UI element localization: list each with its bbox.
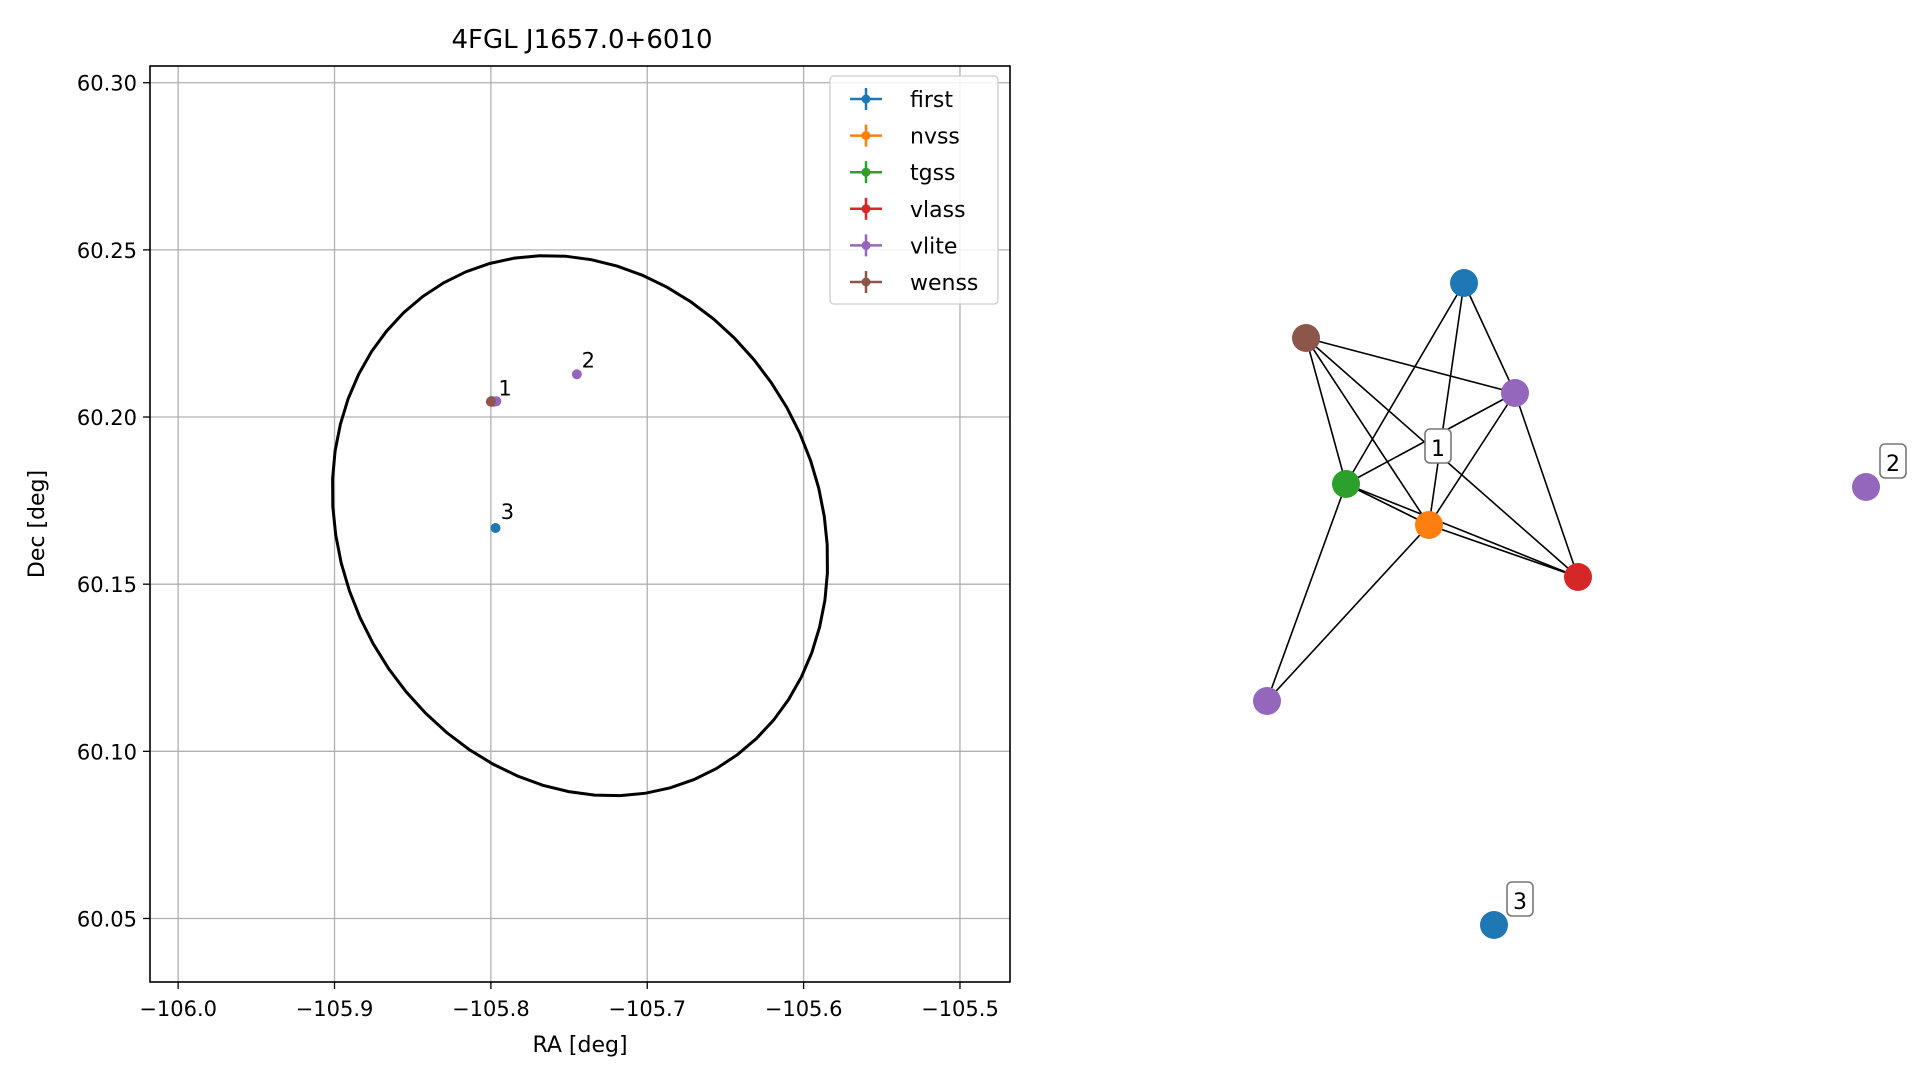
network-edge xyxy=(1305,337,1516,394)
y-tick-label: 60.10 xyxy=(77,740,137,764)
point-wenss xyxy=(485,396,496,407)
ellipse-outline xyxy=(331,254,829,798)
network-label: 1 xyxy=(1431,437,1445,462)
y-axis-label: Dec [deg] xyxy=(25,470,50,578)
network-edge xyxy=(1345,483,1579,578)
annotation-label: 2 xyxy=(582,349,595,373)
legend-box xyxy=(829,75,999,305)
network-panel: 1 2 3 xyxy=(1253,269,1907,939)
network-node-vlite xyxy=(1501,379,1529,407)
network-edge xyxy=(1345,483,1430,526)
network-edge xyxy=(1428,392,1516,526)
legend-label-first: first xyxy=(910,88,953,113)
network-node-tgss xyxy=(1332,470,1360,498)
legend-marker-dot-tgss xyxy=(861,167,871,177)
y-ticks: 60.05 60.10 60.15 60.20 60.25 60.30 xyxy=(77,72,150,931)
legend-label-nvss: nvss xyxy=(910,125,960,150)
network-label-box xyxy=(1424,428,1452,464)
x-tick-label: −105.6 xyxy=(765,997,843,1021)
y-tick-label: 60.05 xyxy=(77,907,137,931)
point-first xyxy=(490,523,501,534)
plot-frame xyxy=(149,65,1011,983)
scatter-panel: 4FGL J1657.0+6010 1 2 3 −106.0 −105.9 −105.8… xyxy=(25,25,1011,1058)
legend-marker-dot-wenss xyxy=(861,277,871,287)
x-ticks: −106.0 −105.9 −105.8 −105.7 −105.6 −105.5 xyxy=(139,982,999,1021)
network-label: 2 xyxy=(1886,452,1900,477)
legend-marker-dot-vlass xyxy=(861,204,871,214)
x-tick-label: −105.9 xyxy=(296,997,374,1021)
network-edge xyxy=(1463,282,1516,394)
legend-marker-dot-vlite xyxy=(861,240,871,250)
network-edge xyxy=(1514,392,1579,578)
network-label-box xyxy=(1879,443,1907,479)
localization-ellipse xyxy=(331,254,829,798)
network-label-box xyxy=(1506,881,1534,917)
data-points xyxy=(485,369,582,534)
y-tick-label: 60.30 xyxy=(77,72,137,96)
network-label: 3 xyxy=(1513,890,1527,915)
y-tick-label: 60.20 xyxy=(77,406,137,430)
network-node-vlite xyxy=(1852,473,1880,501)
legend-marker-dot-first xyxy=(861,94,871,104)
network-edge xyxy=(1266,524,1430,702)
x-axis-label: RA [deg] xyxy=(532,1033,627,1058)
annotation-label: 1 xyxy=(498,376,511,400)
point-annotations: 1 2 3 xyxy=(498,349,595,524)
network-node-vlass xyxy=(1564,563,1592,591)
network-labels: 1 2 3 xyxy=(1424,428,1907,917)
legend-label-vlite: vlite xyxy=(910,234,957,259)
network-edge xyxy=(1345,282,1465,485)
y-tick-label: 60.25 xyxy=(77,239,137,263)
legend: first nvss tgss vlass vlite wenss xyxy=(829,75,999,305)
network-edges xyxy=(1266,282,1579,702)
network-nodes xyxy=(1253,269,1880,939)
network-edge xyxy=(1266,483,1347,702)
x-tick-label: −105.5 xyxy=(921,997,999,1021)
legend-label-wenss: wenss xyxy=(910,271,978,296)
point-vlite xyxy=(571,369,582,380)
x-tick-label: −105.7 xyxy=(608,997,686,1021)
legend-marker-dot-nvss xyxy=(861,131,871,141)
x-tick-label: −105.8 xyxy=(452,997,530,1021)
y-tick-label: 60.15 xyxy=(77,573,137,597)
x-tick-label: −106.0 xyxy=(139,997,217,1021)
network-edge xyxy=(1305,337,1347,485)
network-node-nvss xyxy=(1415,511,1443,539)
network-edge xyxy=(1305,337,1430,526)
chart-title: 4FGL J1657.0+6010 xyxy=(452,25,713,55)
network-node-vlite xyxy=(1253,687,1281,715)
network-edge xyxy=(1428,524,1579,578)
network-edge xyxy=(1428,282,1465,526)
legend-label-tgss: tgss xyxy=(910,161,956,186)
network-node-first xyxy=(1480,911,1508,939)
legend-label-vlass: vlass xyxy=(910,198,966,223)
annotation-label: 3 xyxy=(501,500,514,524)
network-node-wenss xyxy=(1292,324,1320,352)
network-node-first xyxy=(1450,269,1478,297)
